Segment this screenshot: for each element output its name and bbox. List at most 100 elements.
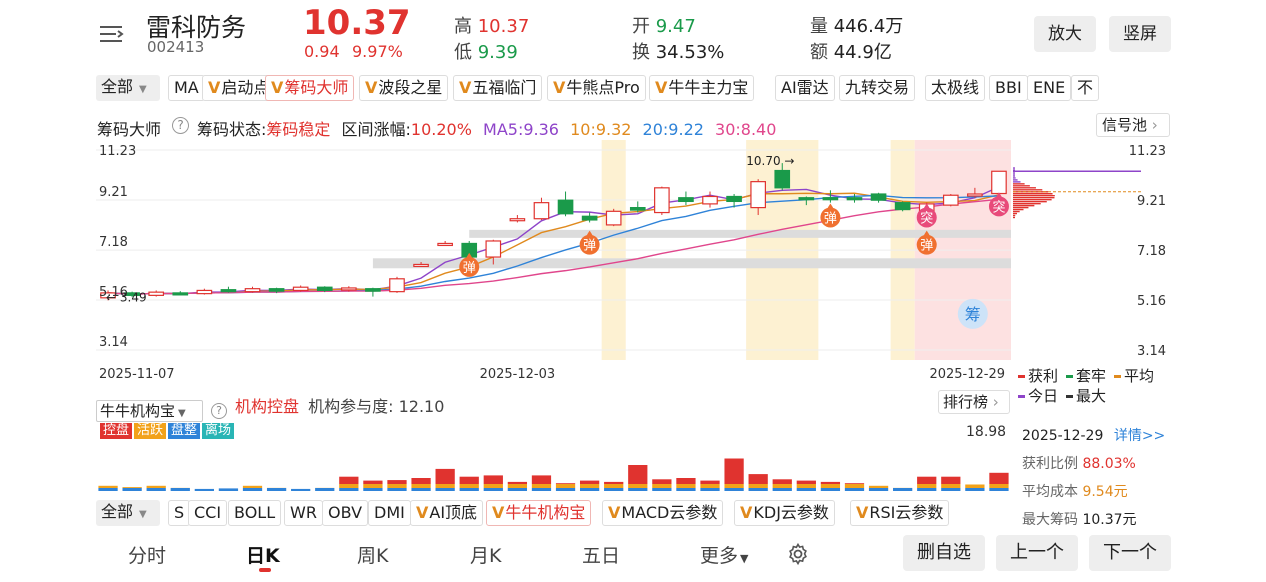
y-tick-right-1: 9.21 [1137,194,1166,209]
max-chip-label: 最大筹码 [1022,512,1078,528]
tab-2[interactable]: 周K [357,545,389,567]
legend-swatch [1018,375,1025,378]
institution-tag-1: 活跃 [134,423,167,439]
settings-gear-icon[interactable] [786,542,810,566]
prev-stock-button[interactable]: 上一个 [996,535,1078,571]
legend-label: 今日 [1028,387,1059,405]
low-bar-chip-1[interactable]: CCI [188,500,228,526]
institution-bar [266,488,287,491]
chip-label: 九转交易 [845,78,910,97]
ind-bar-chip-1[interactable]: V启动点 [202,75,276,101]
institution-bar [387,484,407,488]
ind-bar-chip-12[interactable]: 不 [1071,75,1100,101]
institution-bar [772,484,792,488]
svg-text:弹: 弹 [920,239,933,254]
institution-bar [652,488,672,491]
tab-0[interactable]: 分时 [128,545,167,567]
ind-bar-chip-7[interactable]: AI雷达 [775,75,835,101]
ind-bar-chip-8[interactable]: 九转交易 [839,75,916,101]
avg-cost-value: 9.54元 [1082,484,1128,500]
signal-pool-button[interactable]: 信号池 › [1096,113,1170,137]
candle [942,194,959,206]
more-tab[interactable]: 更多 ▼ [700,541,748,568]
chip-label: 牛牛机构宝 [505,503,586,522]
ind-bar-chip-4[interactable]: V五福临门 [453,75,543,101]
institution-selector[interactable]: 牛牛机构宝 ▼ [96,400,203,422]
institution-bar [844,483,865,484]
svg-text:弹: 弹 [583,239,596,254]
tab-4[interactable]: 五日 [582,545,621,567]
low-bar-all[interactable]: 全部 ▼ [96,500,160,526]
candlestick-chart[interactable]: 11.23 11.23 9.21 9.21 7.18 7.18 5.16 5.16 3.14 3.… [96,140,1170,384]
menu-icon[interactable] [98,22,124,46]
low-bar-chip-4[interactable]: OBV [322,500,369,526]
amount-label: 额 [810,42,828,63]
low-annotation: ← 3.49 [106,291,147,305]
help-icon[interactable]: ? [172,117,189,134]
marker-rebound-3: 弹 [820,203,841,228]
ma30-value: 30:8.40 [715,120,777,139]
tab-1[interactable]: 日K [246,545,280,567]
low-bar-chip-8[interactable]: VMACD云参数 [602,500,724,526]
chip-label: 不 [1077,78,1094,97]
zoom-button[interactable]: 放大 [1034,16,1096,52]
delete-watchlist-button[interactable]: 删自选 [903,535,985,571]
institution-bar [989,484,1009,488]
ind-bar-chip-11[interactable]: ENE [1027,75,1072,101]
chip-label: ENE [1033,78,1066,97]
candle [509,218,526,222]
ind-bar-chip-5[interactable]: V牛熊点Pro [547,75,646,101]
profit-value: 88.03% [1082,456,1136,472]
ind-bar-chip-10[interactable]: BBI [989,75,1028,101]
institution-bar [989,472,1009,484]
ind-bar-chip-2[interactable]: V筹码大师 [265,75,355,101]
rank-label: 排行榜 [943,393,989,411]
x-tick-0: 2025-11-07 [99,367,175,382]
ind-bar-chip-6[interactable]: V牛牛主力宝 [649,75,755,101]
low-bar-chip-7[interactable]: V牛牛机构宝 [486,500,592,526]
low-bar-chip-10[interactable]: VRSI云参数 [850,500,950,526]
next-stock-button[interactable]: 下一个 [1089,535,1171,571]
candle [654,187,670,214]
low-bar-chip-6[interactable]: VAI顶底 [410,500,484,526]
portrait-button[interactable]: 竖屏 [1109,16,1171,52]
help-icon-2[interactable]: ? [211,403,227,419]
institution-bar [507,484,528,488]
ind-bar-all[interactable]: 全部 ▼ [96,75,160,101]
candle [678,197,694,203]
ind-bar-chip-9[interactable]: 太极线 [925,75,986,101]
institution-bar [411,488,431,491]
legend-label: 最大 [1076,387,1107,405]
chevron-right-icon-2: › [992,393,999,411]
svg-text:突: 突 [992,199,1005,215]
candle [822,197,839,201]
chip-label: BBI [995,78,1022,97]
candle [605,210,622,226]
low-bar-chip-9[interactable]: VKDJ云参数 [734,500,835,526]
y-tick-right-4: 3.14 [1137,344,1166,359]
amount-value: 44.9亿 [833,42,892,63]
low-bar-chip-5[interactable]: DMI [368,500,411,526]
v-icon: V [655,78,668,97]
candle [292,286,309,292]
institution-bar [844,484,865,488]
legend-swatch [1018,395,1025,398]
low-bar-chip-3[interactable]: WR [284,500,323,526]
low-bar-chip-0[interactable]: S [168,500,191,526]
low-bar-chip-2[interactable]: BOLL [228,500,282,526]
institution-bar [868,488,889,491]
chip-marker-icon[interactable]: 筹 [957,298,988,329]
ma-line-0 [108,186,1000,295]
rank-button[interactable]: 排行榜 › [938,390,1010,414]
candle [244,288,261,293]
institution-bar [724,488,744,491]
chip-label: S [174,503,185,522]
tab-3[interactable]: 月K [470,545,502,567]
ind-bar-chip-0[interactable]: MA [168,75,205,101]
institution-bar [170,488,190,491]
detail-link[interactable]: 详情>> [1113,428,1166,444]
institution-bar [411,478,431,484]
caret-down-icon: ▼ [139,509,147,520]
y-tick-left-1: 9.21 [99,185,128,200]
ind-bar-chip-3[interactable]: V波段之星 [359,75,449,101]
